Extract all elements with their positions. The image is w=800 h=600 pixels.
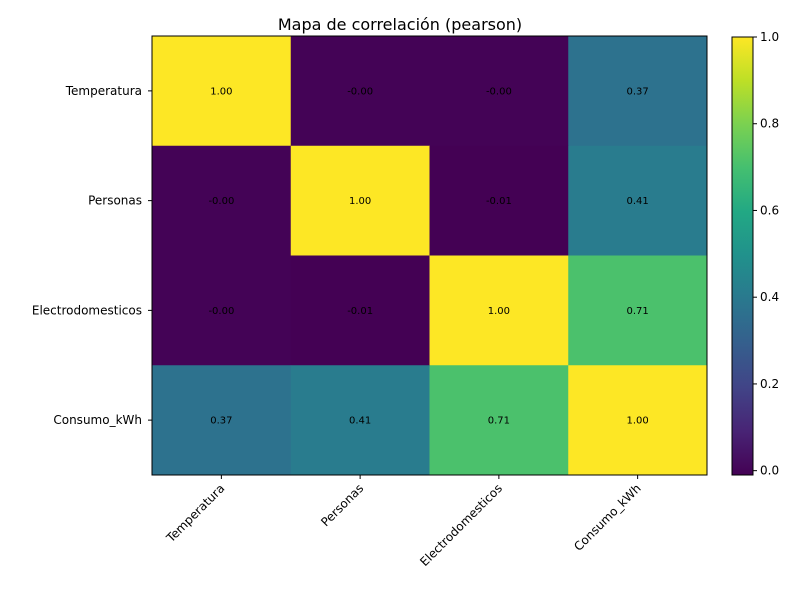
x-tick-label: Consumo_kWh xyxy=(571,481,644,554)
plot-frame xyxy=(151,35,708,476)
heatmap-cells xyxy=(152,36,708,476)
heatmap-cell xyxy=(568,145,708,256)
cell-value-label: 0.41 xyxy=(349,416,371,427)
y-axis-ticks: Temperatura Personas Electrodomesticos Cons… xyxy=(32,84,152,427)
cell-value-label: -0.00 xyxy=(486,86,512,97)
y-tick-label: Consumo_kWh xyxy=(53,413,142,427)
cell-value-label: -0.00 xyxy=(347,86,373,97)
colorbar-tick-label: 0.6 xyxy=(760,203,779,217)
cell-value-label: 1.00 xyxy=(210,86,232,97)
cell-value-label: 0.71 xyxy=(626,306,648,317)
cell-value-label: 0.71 xyxy=(488,416,510,427)
cell-value-label: -0.01 xyxy=(486,196,512,207)
cell-value-label: 0.37 xyxy=(210,416,232,427)
cell-value-label: 1.00 xyxy=(488,306,510,317)
colorbar-tick-label: 0.4 xyxy=(760,290,779,304)
heatmap-cell xyxy=(429,255,569,366)
heatmap-cell xyxy=(152,365,292,476)
cell-value-label: 0.41 xyxy=(626,196,648,207)
heatmap-cell xyxy=(568,255,708,366)
cell-value-label: 0.37 xyxy=(626,86,648,97)
cell-value-label: -0.00 xyxy=(208,306,234,317)
cell-value-label: -0.00 xyxy=(208,196,234,207)
y-tick-label: Temperatura xyxy=(65,84,142,98)
heatmap-cell xyxy=(152,145,292,256)
y-tick-label: Electrodomesticos xyxy=(32,303,142,317)
x-axis-ticks: Temperatura Personas Electrodomesticos Cons… xyxy=(163,475,644,569)
heatmap-cell xyxy=(568,365,708,476)
heatmap-cell xyxy=(568,36,708,147)
cell-value-label: 1.00 xyxy=(349,196,371,207)
colorbar-tick-label: 0.8 xyxy=(760,117,779,131)
heatmap-cell xyxy=(290,255,430,366)
cell-value-label: 1.00 xyxy=(626,416,648,427)
x-tick-label: Temperatura xyxy=(163,481,228,546)
heatmap-cell xyxy=(152,36,292,147)
heatmap-cell-labels: 1.00 -0.00 -0.00 0.37 -0.00 1.00 -0.01 0.41 -0.0… xyxy=(208,86,648,426)
cell-value-label: -0.01 xyxy=(347,306,373,317)
y-tick-label: Personas xyxy=(88,194,142,208)
x-tick-label: Electrodomesticos xyxy=(417,481,505,569)
chart-title: Mapa de correlación (pearson) xyxy=(278,15,522,34)
heatmap-cell xyxy=(429,36,569,147)
heatmap-cell xyxy=(290,36,430,147)
colorbar-ticks: 0.0 0.2 0.4 0.6 0.8 1.0 xyxy=(753,30,779,478)
x-tick-label: Personas xyxy=(318,481,366,529)
heatmap-cell xyxy=(290,145,430,256)
heatmap-cell xyxy=(429,365,569,476)
colorbar xyxy=(731,36,754,476)
colorbar-tick-label: 0.0 xyxy=(760,464,779,478)
colorbar-tick-label: 1.0 xyxy=(760,30,779,44)
colorbar-tick-label: 0.2 xyxy=(760,377,779,391)
heatmap-cell xyxy=(429,145,569,256)
heatmap-cell xyxy=(290,365,430,476)
heatmap-cell xyxy=(152,255,292,366)
